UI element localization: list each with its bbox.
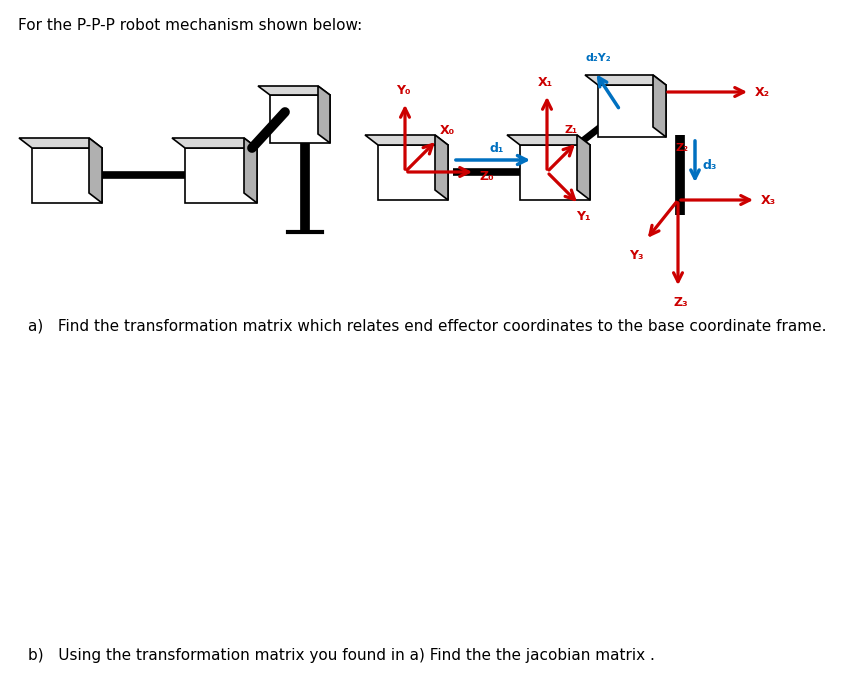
Text: Y₁: Y₁ — [576, 210, 590, 223]
Text: b)   Using the transformation matrix you found in a) Find the the jacobian matri: b) Using the transformation matrix you f… — [28, 648, 655, 663]
Polygon shape — [653, 75, 666, 137]
Polygon shape — [507, 135, 590, 145]
Text: Y₃: Y₃ — [629, 248, 643, 262]
Text: X₀: X₀ — [440, 124, 455, 137]
Polygon shape — [378, 145, 448, 200]
Polygon shape — [520, 145, 590, 200]
Text: d₃: d₃ — [703, 158, 717, 171]
Text: Z₀: Z₀ — [480, 169, 494, 183]
Text: X₃: X₃ — [761, 194, 775, 207]
Polygon shape — [318, 86, 330, 143]
Polygon shape — [598, 85, 666, 137]
Text: Z₂: Z₂ — [676, 143, 688, 153]
Text: Z₃: Z₃ — [674, 296, 688, 309]
Polygon shape — [258, 86, 330, 95]
Text: X₁: X₁ — [538, 76, 553, 89]
Polygon shape — [585, 75, 666, 85]
Polygon shape — [32, 148, 102, 203]
Text: a)   Find the transformation matrix which relates end effector coordinates to th: a) Find the transformation matrix which … — [28, 318, 826, 333]
Polygon shape — [172, 138, 257, 148]
Text: d₂Y₂: d₂Y₂ — [585, 53, 611, 63]
Polygon shape — [577, 135, 590, 200]
Text: X₂: X₂ — [755, 85, 769, 99]
Polygon shape — [365, 135, 448, 145]
Polygon shape — [89, 138, 102, 203]
Polygon shape — [270, 95, 330, 143]
Text: d₁: d₁ — [490, 142, 504, 155]
Polygon shape — [435, 135, 448, 200]
Polygon shape — [185, 148, 257, 203]
Text: Z₁: Z₁ — [565, 125, 578, 135]
Polygon shape — [19, 138, 102, 148]
Text: For the P-P-P robot mechanism shown below:: For the P-P-P robot mechanism shown belo… — [18, 18, 362, 33]
Polygon shape — [244, 138, 257, 203]
Text: Y₀: Y₀ — [395, 83, 411, 96]
